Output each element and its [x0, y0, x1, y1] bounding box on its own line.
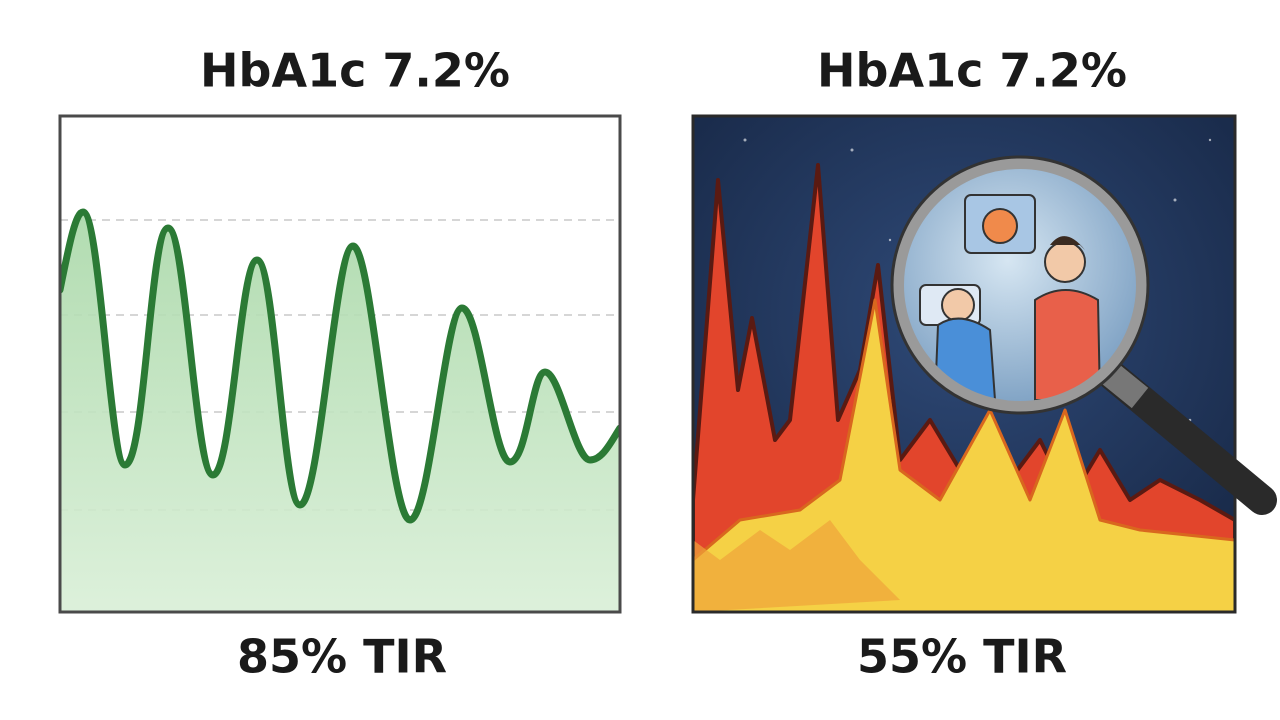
glucose-area	[60, 212, 620, 612]
panel-title: HbA1c 7.2%	[200, 44, 510, 98]
orange-base	[693, 520, 900, 612]
glucose-line	[60, 208, 620, 524]
panel-caption: 85% TIR	[237, 630, 447, 684]
panel-title: HbA1c 7.2%	[817, 44, 1127, 98]
left-chart	[60, 116, 620, 612]
panel-frame	[691, 114, 1237, 614]
panel-frame	[58, 114, 622, 614]
magnifier	[890, 155, 1277, 515]
panel-caption: 55% TIR	[857, 630, 1067, 684]
